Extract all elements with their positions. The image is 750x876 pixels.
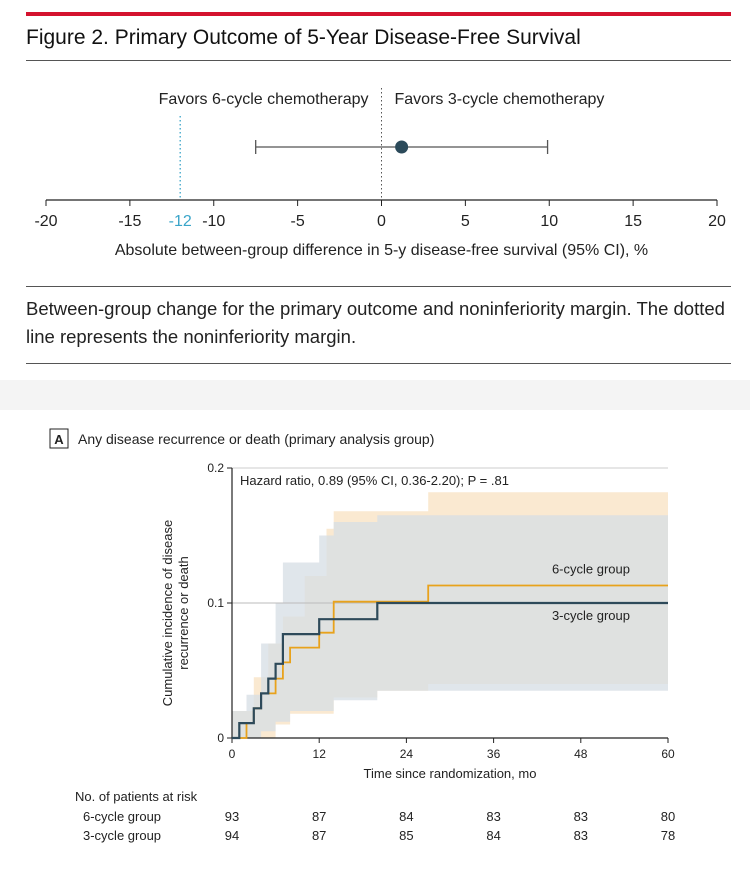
title-divider bbox=[26, 60, 731, 61]
section-gap bbox=[0, 380, 750, 410]
risk-table-value: 94 bbox=[225, 828, 239, 843]
figure-caption: Between-group change for the primary out… bbox=[26, 298, 725, 347]
chart-title: Any disease recurrence or death (primary… bbox=[78, 431, 434, 447]
ci-band-3-cycle bbox=[232, 515, 668, 738]
series-line-3-cycle bbox=[232, 601, 668, 740]
risk-table-value: 83 bbox=[574, 828, 588, 843]
y-tick-label: 0 bbox=[217, 731, 224, 745]
risk-table-value: 83 bbox=[486, 809, 500, 824]
x-axis-label: Time since randomization, mo bbox=[364, 766, 537, 781]
x-tick-label: 0 bbox=[229, 747, 236, 761]
panel-label-box bbox=[49, 428, 69, 449]
caption-divider-top bbox=[26, 286, 731, 287]
risk-table-row-label: 3-cycle group bbox=[83, 828, 161, 843]
x-tick-label: -10 bbox=[202, 213, 225, 230]
favors-3-cycle-label: Favors 3-cycle chemotherapy bbox=[395, 91, 605, 108]
risk-table-value: 84 bbox=[399, 809, 413, 824]
risk-table-value: 87 bbox=[312, 809, 326, 824]
x-tick-label: -15 bbox=[118, 213, 141, 230]
y-axis-label: Cumulative incidence of diseaserecurrenc… bbox=[160, 520, 191, 706]
risk-table-header: No. of patients at risk bbox=[75, 789, 198, 804]
series-label-6-cycle: 6-cycle group bbox=[552, 561, 630, 576]
risk-table-value: 83 bbox=[574, 809, 588, 824]
y-tick-label: 0.2 bbox=[207, 461, 224, 475]
risk-table-value: 87 bbox=[312, 828, 326, 843]
x-tick-label: 20 bbox=[708, 213, 726, 230]
risk-table-value: 78 bbox=[661, 828, 675, 843]
x-tick-label: 0 bbox=[377, 213, 386, 230]
y-tick-label: 0.1 bbox=[207, 596, 224, 610]
x-tick-label: -5 bbox=[291, 213, 305, 230]
figure-title: Figure 2. Primary Outcome of 5-Year Dise… bbox=[26, 26, 581, 49]
forest-plot: Favors 6-cycle chemotherapy Favors 3-cycl… bbox=[34, 88, 726, 259]
panel-label: A bbox=[54, 432, 64, 447]
risk-table-value: 84 bbox=[486, 828, 500, 843]
risk-table-value: 80 bbox=[661, 809, 675, 824]
forest-x-axis-label: Absolute between-group difference in 5-y… bbox=[115, 242, 648, 259]
x-tick-label: 60 bbox=[661, 747, 675, 761]
x-tick-label: 15 bbox=[624, 213, 642, 230]
x-tick-label: -20 bbox=[34, 213, 57, 230]
favors-6-cycle-label: Favors 6-cycle chemotherapy bbox=[159, 91, 369, 108]
margin-tick-label: -12 bbox=[169, 213, 192, 230]
point-estimate bbox=[395, 140, 409, 154]
x-tick-label: 48 bbox=[574, 747, 588, 761]
risk-table-value: 93 bbox=[225, 809, 239, 824]
x-tick-label: 24 bbox=[400, 747, 414, 761]
x-tick-label: 36 bbox=[487, 747, 501, 761]
risk-table-row-label: 6-cycle group bbox=[83, 809, 161, 824]
x-tick-label: 12 bbox=[313, 747, 327, 761]
risk-table-value: 85 bbox=[399, 828, 413, 843]
accent-bar bbox=[26, 12, 731, 16]
figure-2-panel: Figure 2. Primary Outcome of 5-Year Dise… bbox=[0, 0, 750, 380]
x-tick-label: 10 bbox=[540, 213, 558, 230]
caption-divider-bottom bbox=[26, 363, 731, 364]
cumulative-incidence-chart: A Any disease recurrence or death (primar… bbox=[49, 428, 675, 843]
series-label-3-cycle: 3-cycle group bbox=[552, 608, 630, 623]
x-tick-label: 5 bbox=[461, 213, 470, 230]
hazard-ratio-annotation: Hazard ratio, 0.89 (95% CI, 0.36-2.20); … bbox=[240, 473, 509, 488]
